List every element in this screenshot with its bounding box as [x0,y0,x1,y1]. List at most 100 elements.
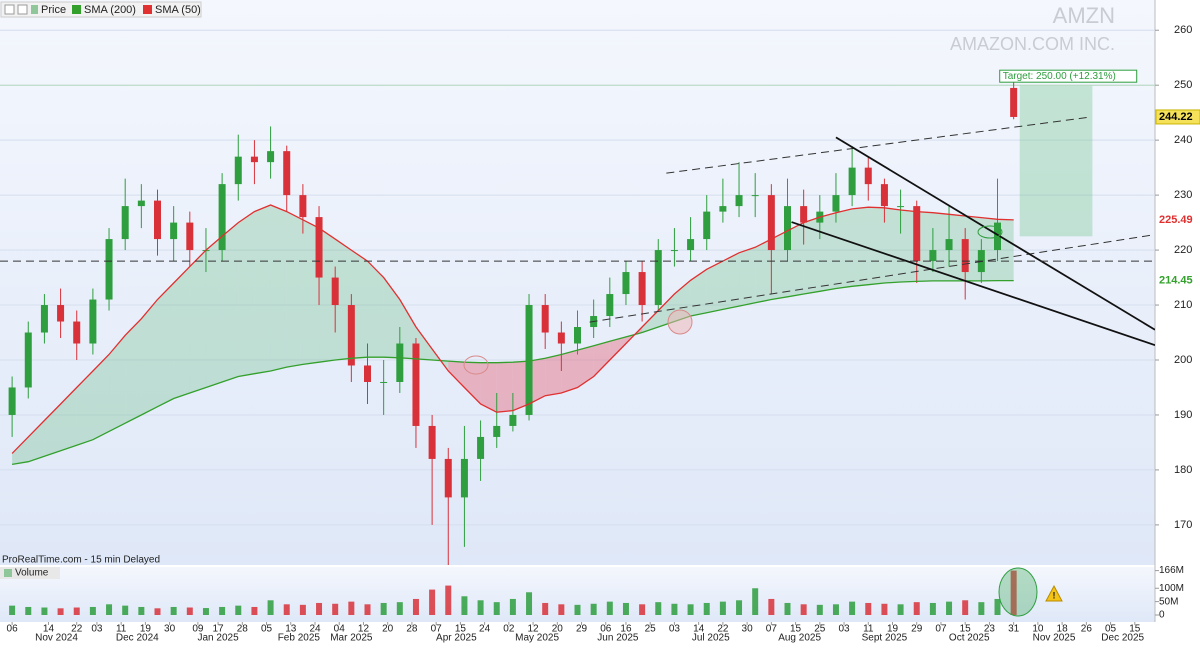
month-label: Aug 2025 [778,633,821,643]
sma-fill [125,318,142,424]
legend-label[interactable]: SMA (50) [155,4,201,16]
sma-fill [222,222,239,382]
candle-body [137,200,145,207]
volume-bar [348,601,355,615]
sma-fill [464,362,481,404]
legend-swatch [72,5,81,14]
x-tick-label: 28 [406,624,418,635]
volume-bar [202,608,209,615]
legend-toggle[interactable] [4,4,15,15]
sma-fill [319,228,336,363]
candle-body [24,332,32,388]
sma-fill [238,211,255,377]
volume-bar [170,606,177,615]
volume-bar [606,601,613,615]
x-tick-label: 07 [935,624,947,635]
month-label: Dec 2025 [1101,633,1144,643]
candle-body [767,195,775,251]
x-tick-label: 14 [43,624,55,635]
volume-bar [396,602,403,615]
candle-body [913,206,921,262]
x-tick-label: 03 [91,624,103,635]
legend-label[interactable]: Volume [15,568,49,579]
candle-body [250,156,258,163]
sma-fill [593,341,610,377]
x-tick-label: 11 [116,624,127,635]
sma-fill [965,215,982,281]
candle-body [154,200,161,240]
highlight-circle [463,355,489,375]
volume-bar [154,608,161,615]
volume-bar [994,598,1001,615]
volume-bar [1010,570,1017,615]
volume-tick-label: 50M [1159,596,1178,607]
sma-fill [399,299,416,359]
volume-bar [881,603,888,615]
candle-body [105,239,113,300]
warning-icon [1045,584,1063,602]
sma-fill [109,335,126,432]
highlight-circle [998,567,1038,617]
volume-bar [639,604,646,615]
sma-fill [60,387,77,451]
legend-swatch [31,5,38,14]
sma-fill [529,358,546,404]
volume-area: 0 50M 100M 166M [9,565,1184,621]
volume-bar [978,602,985,615]
target-label-box [999,69,1138,83]
sma-fill [335,239,352,360]
volume-bar [283,604,290,615]
sma-fill [383,277,400,358]
y-tick-label: 230 [1174,189,1192,201]
month-label: Jun 2025 [597,633,639,643]
x-tick-label: 30 [164,624,176,635]
x-tick-label: 06 [7,624,19,635]
x-tick-label: 05 [261,624,273,635]
candle-body [364,365,371,382]
x-tick-label: 22 [71,624,83,635]
volume-bar [235,605,242,615]
sma-fill [787,222,804,297]
sma-fill [173,266,190,399]
candle-body [945,239,953,251]
sma-fill [28,420,45,462]
volume-bar [816,604,823,615]
sma-fill [819,212,836,292]
sma-fill [916,211,933,282]
source-note: ProRealTime.com - 15 min Delayed [2,555,160,566]
volume-tick-label: 0 [1159,610,1165,621]
price-tag: 244.22 [1159,111,1193,123]
volume-bar [526,592,533,615]
trendline [835,136,1155,331]
volume-bar [219,606,226,615]
legend-toggle[interactable] [17,4,28,15]
sma-fill [189,250,206,393]
x-tick-label: 07 [766,624,778,635]
sma-fill [496,362,513,413]
legend-label[interactable]: SMA (200) [84,4,136,16]
sma-fill [480,362,497,413]
candle-body [784,206,791,251]
volume-bar [865,602,872,615]
legend-label[interactable]: Price [41,4,66,16]
x-tick-label: 15 [1129,624,1141,635]
x-tick-label: 05 [1105,624,1117,635]
sma-fill [157,283,174,407]
volume-bar [542,602,549,615]
sma-fill [12,436,29,465]
x-tick-label: 23 [984,624,996,635]
sma-fill [367,261,384,358]
x-tick-label: 12 [358,624,370,635]
y-tick-label: 180 [1174,464,1192,476]
sma-fill [932,212,950,281]
x-tick-label: 19 [140,624,152,635]
month-label: May 2025 [515,633,559,643]
candle-body [299,195,307,218]
volume-bar [784,602,791,615]
sma-fill [609,336,626,360]
x-tick-label: 15 [455,624,467,635]
volume-bar [752,588,759,615]
x-tick-label: 13 [285,624,297,635]
candle-body [331,277,339,306]
volume-bar [364,604,371,615]
